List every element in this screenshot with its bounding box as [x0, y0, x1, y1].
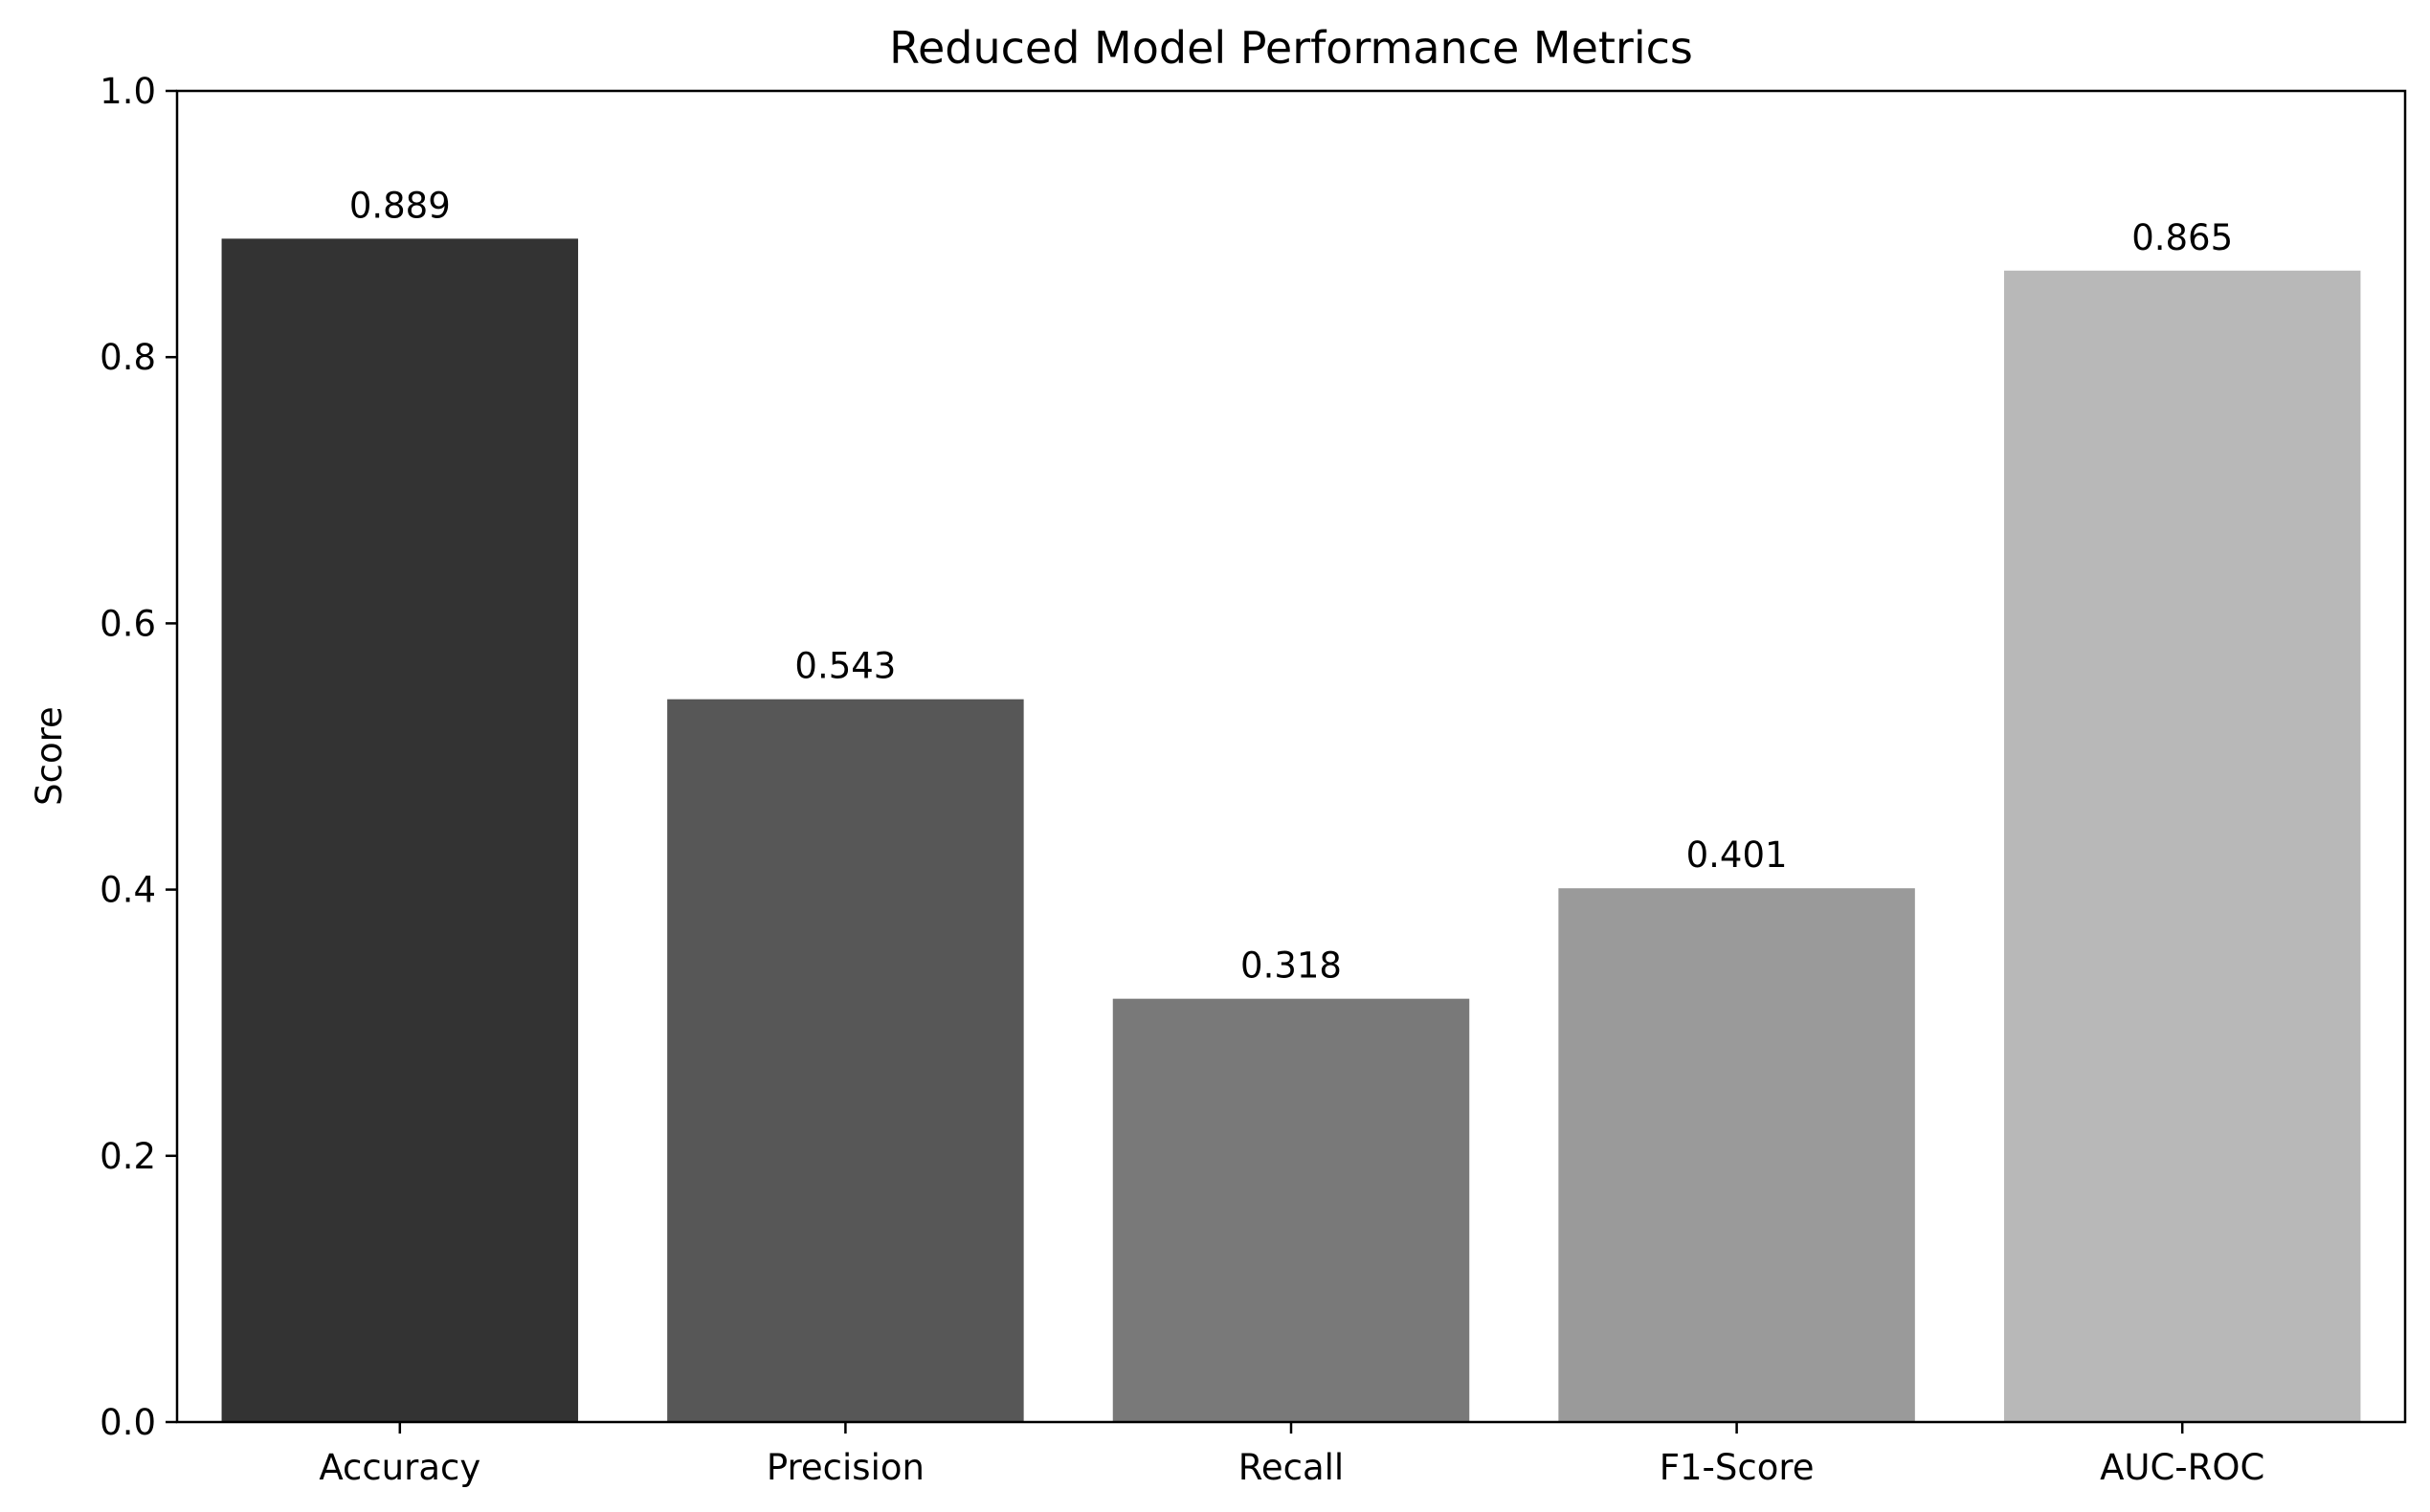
bar — [1112, 998, 1470, 1422]
bar — [667, 699, 1024, 1422]
y-tick-label: 0.0 — [100, 1402, 156, 1443]
data-labels-group: 0.889 0.543 0.318 0.401 0.865 — [349, 185, 2233, 986]
x-tick-label: Precision — [767, 1447, 925, 1488]
data-label: 0.543 — [794, 646, 896, 687]
data-label: 0.318 — [1240, 945, 1342, 987]
x-axis-ticks: Accuracy Precision Recall F1-Score AUC-ROC — [319, 1422, 2264, 1488]
x-tick-label: Recall — [1238, 1447, 1344, 1488]
y-axis-ticks: 0.0 0.2 0.4 0.6 0.8 1.0 — [100, 71, 177, 1443]
y-tick-label: 0.4 — [100, 870, 156, 911]
data-label: 0.889 — [349, 185, 451, 226]
y-tick-label: 1.0 — [100, 71, 156, 112]
y-tick-label: 0.8 — [100, 337, 156, 378]
y-tick-label: 0.2 — [100, 1136, 156, 1177]
data-label: 0.401 — [1686, 834, 1788, 876]
y-axis-label: Score — [29, 706, 70, 806]
chart-title: Reduced Model Performance Metrics — [889, 22, 1693, 74]
bar — [2003, 270, 2361, 1422]
x-tick-label: AUC-ROC — [2100, 1447, 2264, 1488]
x-tick-label: F1-Score — [1660, 1447, 1815, 1488]
bars-group — [221, 238, 2361, 1422]
data-label: 0.865 — [2131, 217, 2233, 258]
bar — [221, 238, 579, 1422]
y-tick-label: 0.6 — [100, 603, 156, 644]
bar — [1558, 888, 1915, 1422]
plot-frame — [175, 89, 2407, 1424]
x-tick-label: Accuracy — [319, 1447, 480, 1488]
